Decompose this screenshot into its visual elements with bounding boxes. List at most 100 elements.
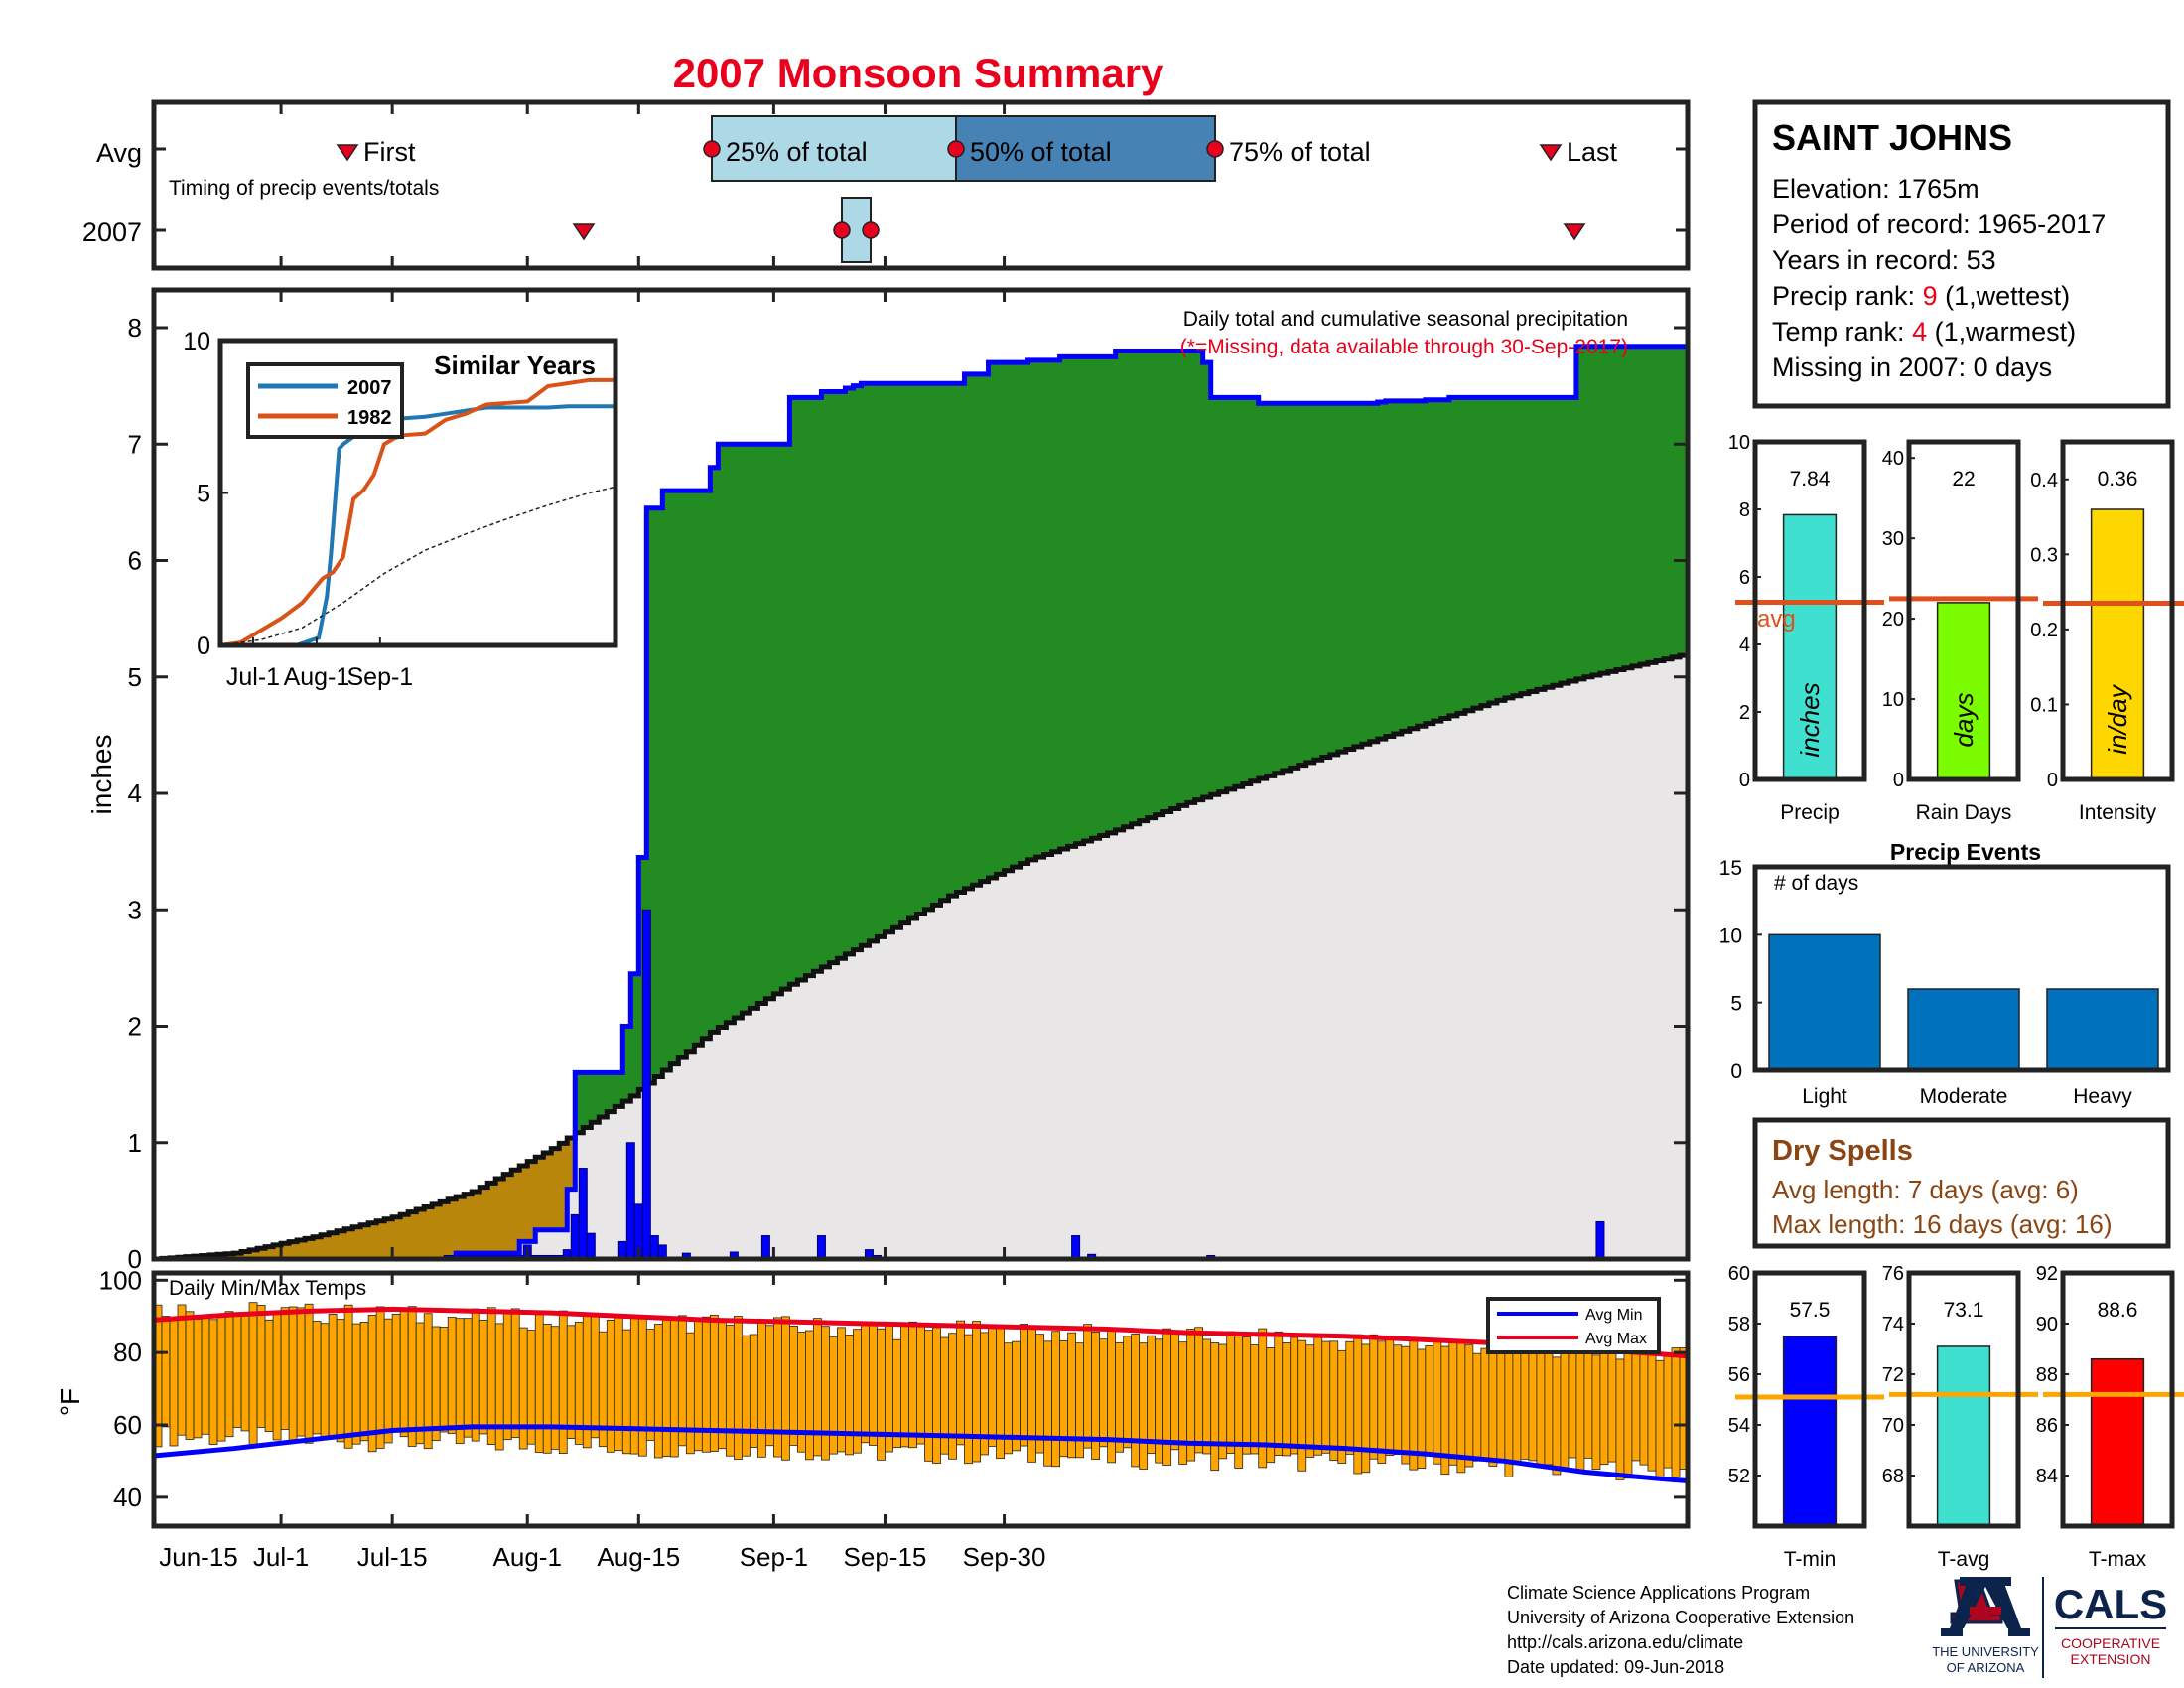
wet-band [1242, 397, 1252, 784]
wet-band [1639, 346, 1649, 665]
wet-band [924, 383, 934, 910]
daily-precip-bar [578, 1168, 588, 1260]
daily-temp-bar [208, 1319, 218, 1445]
wet-band [1266, 403, 1276, 776]
daily-temp-bar [391, 1314, 401, 1432]
avg-max-line [153, 1306, 1689, 1359]
daily-temp-bar [764, 1325, 774, 1447]
daily-temp-bar [256, 1304, 266, 1428]
daily-temp-bar [447, 1317, 457, 1434]
dry-spells-frame [1752, 1117, 2171, 1249]
daily-temp-bar [1544, 1342, 1554, 1466]
dry-band [392, 1216, 401, 1259]
timing-avg-box-50-75 [955, 115, 1216, 182]
dry-band [511, 1170, 520, 1254]
precip-panel-label: Precip [1780, 801, 1840, 824]
wet-band [591, 1072, 600, 1123]
daily-temp-bar [645, 1329, 655, 1441]
tavg-panel-tick-label: 74 [1882, 1314, 1904, 1336]
wet-band [1679, 346, 1689, 656]
event-bar-moderate [1907, 988, 2020, 1071]
daily-temp-bar [455, 1318, 465, 1444]
wet-band [1591, 346, 1601, 675]
daily-temp-bar [558, 1310, 568, 1455]
tavg-panel-value: 73.1 [1944, 1299, 1984, 1322]
event-category-label: Heavy [2073, 1085, 2132, 1108]
inset-title: Similar Years [434, 351, 596, 380]
daily-temp-bar [185, 1311, 195, 1440]
average-cumulative-line [154, 652, 1691, 1262]
year-25-marker [833, 221, 851, 239]
daily-temp-bar [1043, 1340, 1052, 1467]
event-bar-light [1768, 933, 1881, 1071]
average-area [154, 653, 1688, 1259]
wet-band [710, 467, 719, 1033]
daily-temp-bar [1369, 1334, 1379, 1460]
daily-temp-bar [216, 1313, 226, 1442]
daily-temp-bar [224, 1311, 234, 1438]
precip-y-tick-label: 3 [128, 895, 142, 924]
stat-panels: 0 2 4 6 8 10 7.84 inches Precip avg 0 10 20 30 40 22 day… [1728, 432, 2184, 824]
dry-band [281, 1243, 290, 1259]
daily-temp-bar [1170, 1333, 1180, 1451]
university-of-arizona-logo: THE UNIVERSITY OF ARIZONA [1932, 1577, 2039, 1675]
daily-temp-bar [232, 1314, 242, 1428]
precip-events-title: Precip Events [1890, 839, 2041, 865]
precip-panel-tick-label: 4 [1739, 634, 1750, 656]
wet-band [837, 391, 847, 959]
dry-band [384, 1218, 393, 1259]
wet-band [686, 491, 695, 1052]
wet-band [1178, 351, 1188, 806]
temperature-stat-panels: 52 54 56 58 60 57.5 T-min 68 70 72 74 76 73.1 T-avg 84… [1728, 1263, 2184, 1571]
timing-caption: Timing of precip events/totals [169, 177, 439, 200]
event-y-tick-label: 10 [1719, 924, 1742, 947]
dry-band [400, 1214, 409, 1259]
event-y-tick-label: 0 [1730, 1060, 1742, 1083]
wet-band [1290, 403, 1299, 769]
daily-temp-bar [1027, 1328, 1036, 1463]
wet-band [1051, 359, 1061, 852]
daily-temp-bar [161, 1316, 171, 1428]
daily-temp-bar [1051, 1331, 1060, 1468]
wet-band [1067, 356, 1077, 847]
wet-band [1020, 362, 1029, 864]
legend-avg-min-label: Avg Min [1585, 1307, 1643, 1324]
wet-band [1615, 346, 1625, 670]
daily-temp-bar [1274, 1331, 1284, 1457]
daily-temp-bar [829, 1336, 838, 1455]
dry-band [368, 1222, 377, 1259]
wet-band [821, 391, 831, 967]
daily-temp-bar [304, 1303, 314, 1444]
wet-band [916, 383, 926, 914]
precip-panel-tick-label: 10 [1728, 432, 1750, 454]
wet-band [972, 373, 982, 886]
daily-temp-bar [375, 1306, 385, 1449]
tmax-panel-value: 88.6 [2098, 1299, 2138, 1322]
legend-avg-max-label: Avg Max [1585, 1331, 1647, 1347]
daily-temp-bar [741, 1335, 751, 1457]
wet-band [654, 507, 663, 1077]
daily-temp-bar [320, 1323, 330, 1439]
timing-ticks [152, 102, 1688, 268]
station-elevation: Elevation: 1765m [1772, 174, 1979, 204]
wet-band [1663, 346, 1673, 659]
daily-temp-bar [1560, 1336, 1570, 1471]
missing-data-note: (*=Missing, data available through 30-Se… [1180, 336, 1628, 358]
footer: Climate Science Applications Program Uni… [1507, 1577, 2167, 1678]
wet-band [892, 383, 902, 928]
daily-temp-bar [661, 1317, 671, 1457]
daily-temp-bar [312, 1321, 322, 1435]
daily-temp-bar [653, 1324, 663, 1459]
daily-temp-bar [1305, 1344, 1315, 1458]
dry-band [273, 1244, 282, 1259]
legend-2007-label: 2007 [347, 377, 392, 399]
year-last-marker [1563, 223, 1586, 241]
wet-band [1297, 403, 1307, 766]
wet-band [988, 362, 998, 879]
inset-y-tick-label: 5 [197, 481, 210, 508]
daily-temp-bar [439, 1327, 449, 1433]
wet-band [1012, 362, 1022, 868]
daily-temp-bar [756, 1321, 766, 1458]
wet-band [1560, 397, 1570, 684]
daily-temp-bar [486, 1307, 496, 1446]
